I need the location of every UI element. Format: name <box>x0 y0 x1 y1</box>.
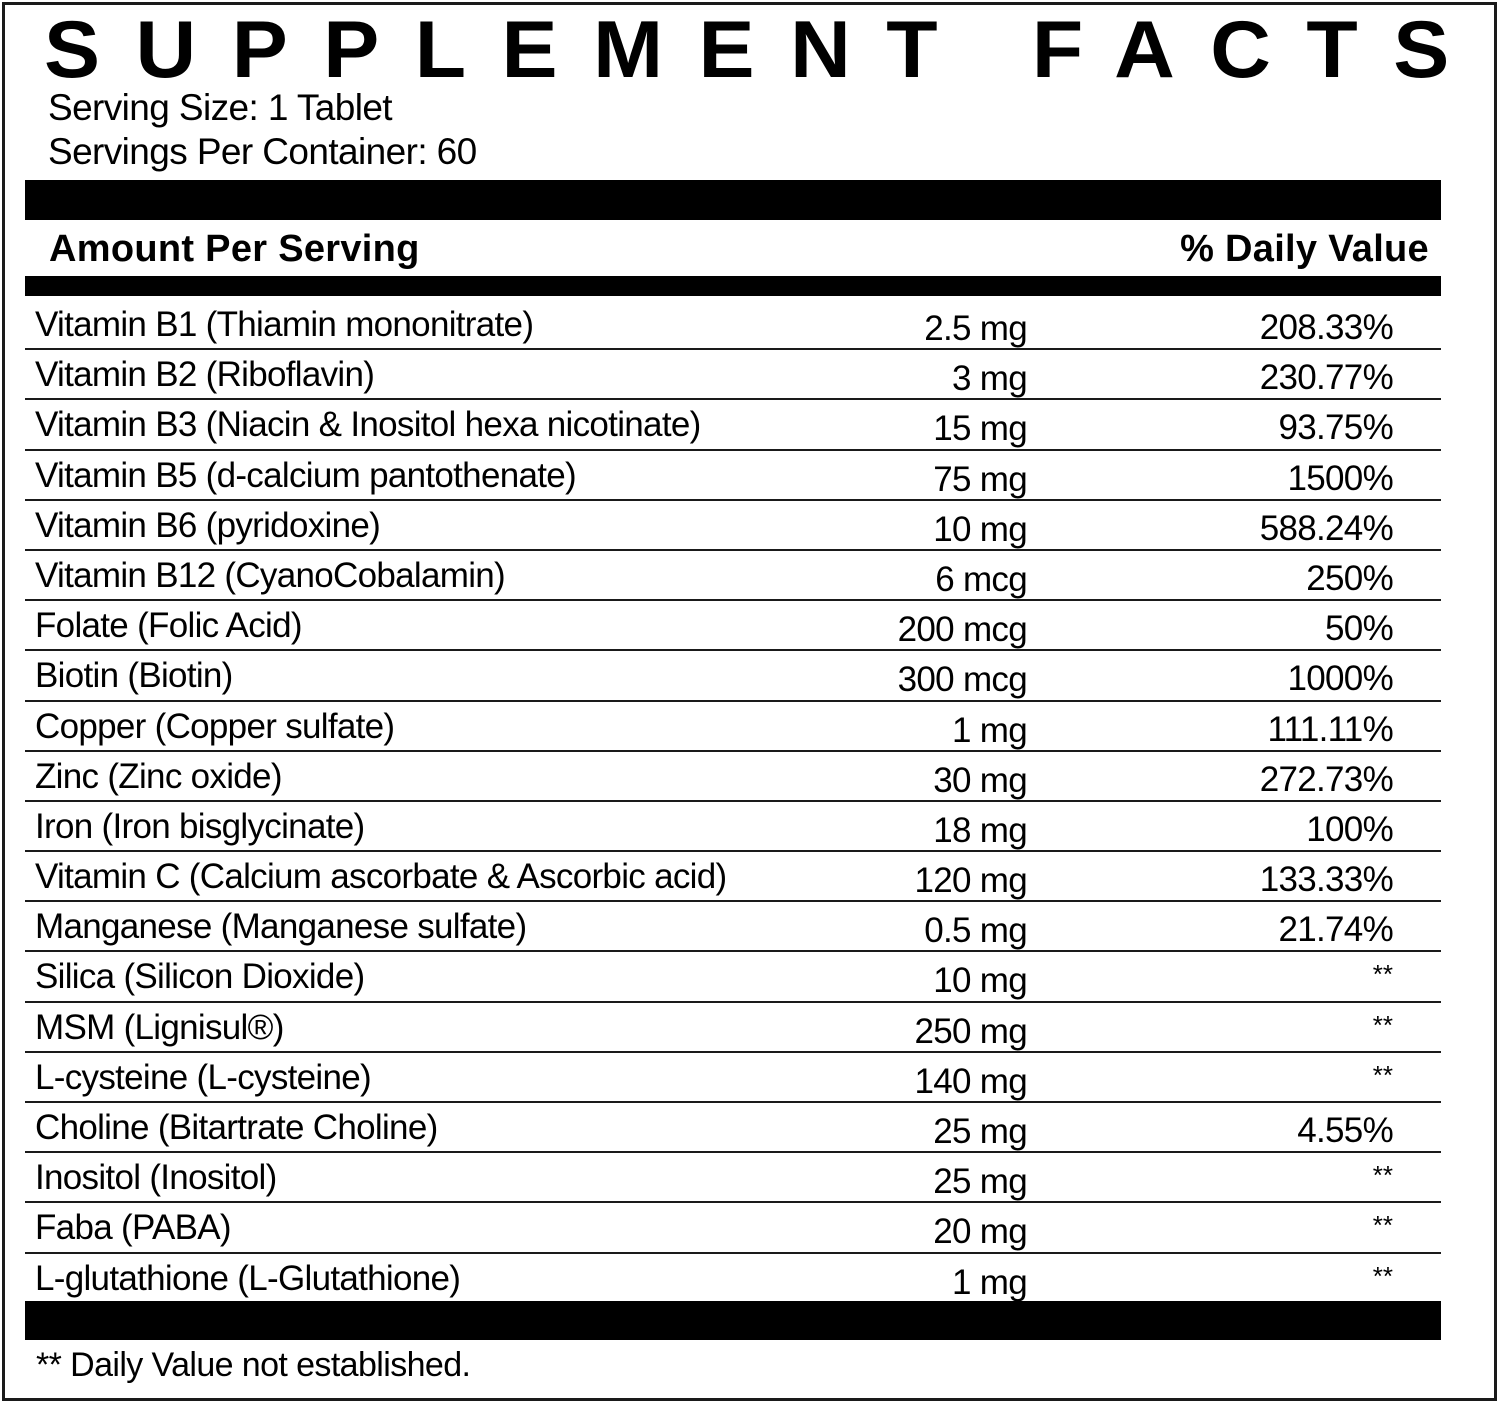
nutrient-daily-value: 588.24% <box>1259 508 1394 548</box>
table-row: Biotin (Biotin) 300 mcg 1000% <box>25 651 1441 702</box>
table-row: Vitamin B1 (Thiamin mononitrate) 2.5 mg … <box>25 300 1441 351</box>
nutrient-daily-value: ** <box>1372 1009 1393 1040</box>
nutrient-name: Manganese (Manganese sulfate) <box>35 907 527 947</box>
nutrient-name: Vitamin B5 (d-calcium pantothenate) <box>35 455 577 495</box>
nutrient-amount: 10 mg <box>933 961 1027 1001</box>
table-row: Vitamin B2 (Riboflavin) 3 mg 230.77% <box>25 350 1441 401</box>
nutrient-daily-value: 250% <box>1306 558 1393 598</box>
table-row: Zinc (Zinc oxide) 30 mg 272.73% <box>25 752 1441 802</box>
nutrient-name: Vitamin B1 (Thiamin mononitrate) <box>35 305 534 344</box>
nutrient-name: Zinc (Zinc oxide) <box>35 756 282 796</box>
table-row: Vitamin B3 (Niacin & Inositol hexa nicot… <box>25 400 1441 451</box>
table-row: L-cysteine (L-cysteine) 140 mg ** <box>25 1053 1441 1103</box>
nutrient-amount: 0.5 mg <box>924 911 1028 951</box>
nutrient-name: Vitamin B3 (Niacin & Inositol hexa nicot… <box>35 405 701 445</box>
nutrient-daily-value: 1000% <box>1287 659 1394 699</box>
nutrient-amount: 20 mg <box>933 1212 1027 1252</box>
daily-value-header: % Daily Value <box>1180 228 1429 270</box>
nutrient-amount: 250 mg <box>914 1011 1027 1051</box>
nutrient-amount: 140 mg <box>914 1061 1027 1101</box>
nutrient-amount: 75 mg <box>933 459 1027 499</box>
nutrient-amount: 2.5 mg <box>924 309 1028 348</box>
nutrient-name: Inositol (Inositol) <box>35 1158 277 1198</box>
column-header-row: Amount Per Serving % Daily Value <box>25 222 1441 276</box>
nutrient-name: Vitamin B6 (pyridoxine) <box>35 505 381 545</box>
servings-per-container: Servings Per Container: 60 <box>48 131 477 172</box>
thick-divider-top <box>25 180 1441 220</box>
nutrient-daily-value: 230.77% <box>1259 358 1394 398</box>
nutrient-daily-value: 1500% <box>1287 458 1394 498</box>
nutrient-daily-value: 21.74% <box>1278 910 1393 950</box>
nutrient-daily-value: 93.75% <box>1278 408 1393 448</box>
nutrient-daily-value: 100% <box>1306 809 1393 849</box>
nutrient-daily-value: ** <box>1372 1160 1393 1191</box>
thick-divider-bottom <box>25 1301 1441 1340</box>
nutrient-amount: 25 mg <box>933 1112 1027 1151</box>
nutrient-name: Choline (Bitartrate Choline) <box>35 1108 438 1147</box>
nutrient-amount: 300 mcg <box>897 660 1028 700</box>
nutrient-amount: 200 mcg <box>897 610 1028 650</box>
nutrient-daily-value: ** <box>1372 959 1393 990</box>
table-row: Vitamin B12 (CyanoCobalamin) 6 mcg 250% <box>25 551 1441 602</box>
nutrient-daily-value: ** <box>1372 1059 1393 1090</box>
nutrient-name: Iron (Iron bisglycinate) <box>35 806 365 846</box>
nutrient-name: Folate (Folic Acid) <box>35 606 302 646</box>
nutrient-daily-value: ** <box>1372 1260 1393 1291</box>
table-row: Vitamin C (Calcium ascorbate & Ascorbic … <box>25 852 1441 903</box>
thick-divider-header <box>25 276 1441 296</box>
nutrient-amount: 120 mg <box>914 861 1027 901</box>
nutrient-name: L-glutathione (L-Glutathione) <box>35 1258 461 1298</box>
table-row: Vitamin B6 (pyridoxine) 10 mg 588.24% <box>25 501 1441 551</box>
label-title: SUPPLEMENT FACTS <box>44 4 1485 95</box>
table-row: Iron (Iron bisglycinate) 18 mg 100% <box>25 802 1441 853</box>
nutrient-name: Faba (PABA) <box>35 1208 232 1248</box>
serving-size: Serving Size: 1 Tablet <box>48 87 393 128</box>
nutrient-amount: 1 mg <box>951 710 1028 750</box>
table-row: MSM (Lignisul®) 250 mg ** <box>25 1003 1441 1053</box>
nutrient-name: Silica (Silicon Dioxide) <box>35 957 365 997</box>
nutrient-name: Vitamin C (Calcium ascorbate & Ascorbic … <box>35 857 727 897</box>
nutrient-daily-value: 4.55% <box>1297 1111 1393 1150</box>
nutrient-name: Biotin (Biotin) <box>35 656 233 696</box>
nutrient-amount: 30 mg <box>933 760 1027 800</box>
nutrient-daily-value: 50% <box>1325 609 1394 649</box>
table-row: L-glutathione (L-Glutathione) 1 mg ** <box>25 1254 1441 1304</box>
nutrient-amount: 10 mg <box>933 509 1027 549</box>
nutrient-daily-value: 208.33% <box>1259 308 1394 347</box>
nutrient-name: Vitamin B2 (Riboflavin) <box>35 355 375 395</box>
nutrient-amount: 25 mg <box>933 1162 1027 1202</box>
nutrient-daily-value: ** <box>1372 1210 1393 1241</box>
nutrient-amount: 3 mg <box>951 359 1028 399</box>
table-row: Silica (Silicon Dioxide) 10 mg ** <box>25 952 1441 1003</box>
table-row: Choline (Bitartrate Choline) 25 mg 4.55% <box>25 1103 1441 1154</box>
table-row: Faba (PABA) 20 mg ** <box>25 1203 1441 1254</box>
amount-per-serving-header: Amount Per Serving <box>49 228 420 270</box>
nutrient-table: Vitamin B1 (Thiamin mononitrate) 2.5 mg … <box>25 300 1441 1304</box>
footnote: ** Daily Value not established. <box>36 1346 471 1384</box>
nutrient-amount: 18 mg <box>933 810 1027 850</box>
nutrient-name: MSM (Lignisul®) <box>35 1007 284 1047</box>
nutrient-name: L-cysteine (L-cysteine) <box>35 1057 372 1097</box>
table-row: Manganese (Manganese sulfate) 0.5 mg 21.… <box>25 902 1441 953</box>
nutrient-amount: 15 mg <box>933 409 1027 449</box>
nutrient-amount: 6 mcg <box>935 559 1028 599</box>
nutrient-daily-value: 272.73% <box>1259 759 1394 799</box>
nutrient-name: Copper (Copper sulfate) <box>35 706 395 746</box>
table-row: Inositol (Inositol) 25 mg ** <box>25 1153 1441 1204</box>
table-row: Folate (Folic Acid) 200 mcg 50% <box>25 601 1441 652</box>
nutrient-daily-value: 111.11% <box>1267 709 1394 749</box>
nutrient-daily-value: 133.33% <box>1259 860 1394 900</box>
table-row: Vitamin B5 (d-calcium pantothenate) 75 m… <box>25 451 1441 501</box>
nutrient-amount: 1 mg <box>951 1262 1028 1302</box>
nutrient-name: Vitamin B12 (CyanoCobalamin) <box>35 555 506 595</box>
table-row: Copper (Copper sulfate) 1 mg 111.11% <box>25 702 1441 752</box>
